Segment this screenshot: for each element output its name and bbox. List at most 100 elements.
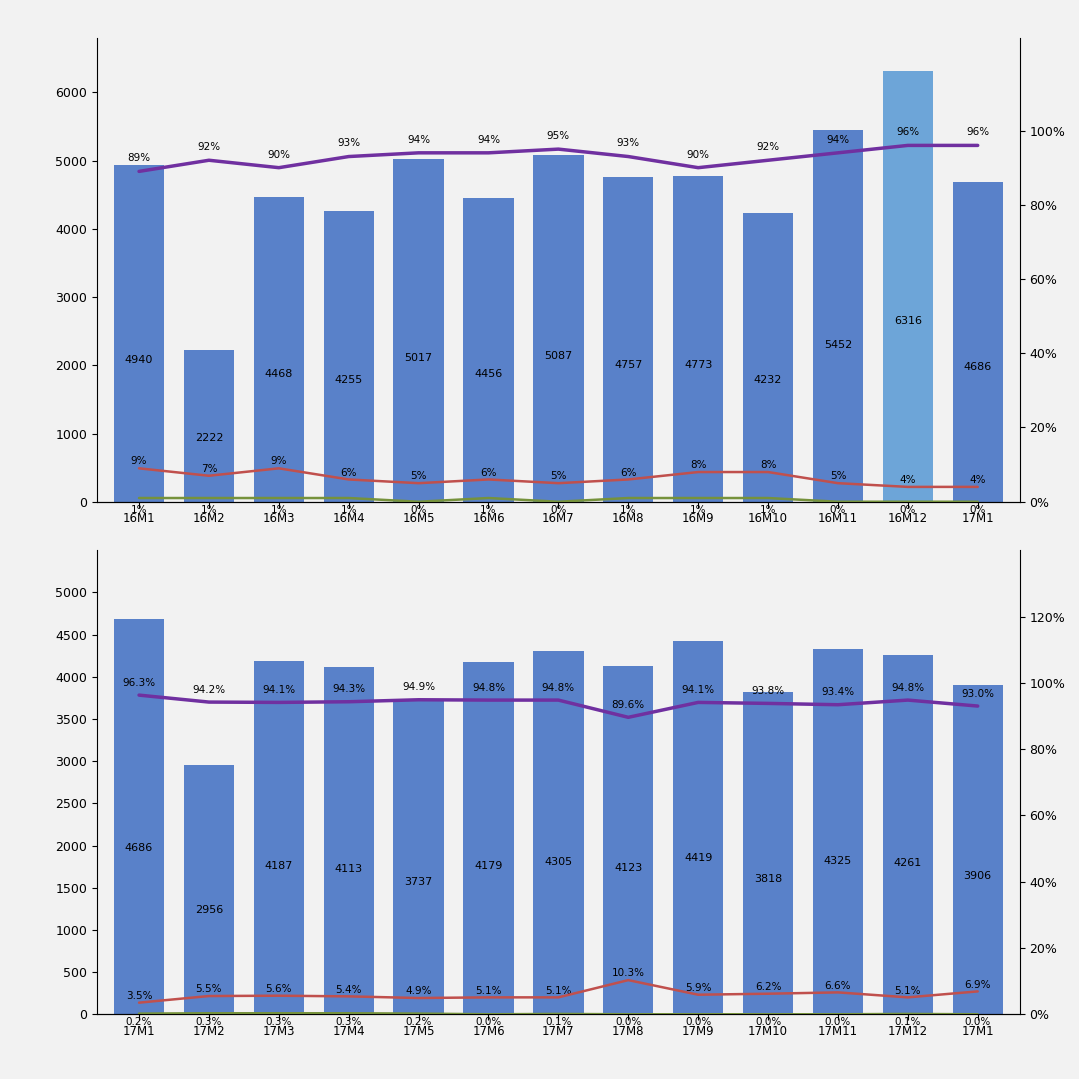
- Text: 94.1%: 94.1%: [262, 685, 296, 695]
- Text: 0.3%: 0.3%: [195, 1016, 222, 1027]
- Text: 5.6%: 5.6%: [265, 984, 292, 994]
- Text: 0.3%: 0.3%: [265, 1016, 292, 1027]
- Text: 92%: 92%: [197, 142, 220, 152]
- Text: 0%: 0%: [410, 505, 427, 515]
- Text: 93%: 93%: [337, 138, 360, 149]
- Text: 0.1%: 0.1%: [545, 1016, 572, 1027]
- Bar: [953, 182, 1002, 502]
- Text: 0.3%: 0.3%: [336, 1016, 361, 1027]
- Bar: [394, 160, 443, 502]
- Text: 1%: 1%: [620, 505, 637, 515]
- Bar: [743, 213, 793, 502]
- Text: 0%: 0%: [830, 505, 846, 515]
- Text: 94%: 94%: [407, 135, 431, 145]
- Text: 94%: 94%: [827, 135, 849, 145]
- Bar: [743, 693, 793, 1014]
- Text: 4468: 4468: [264, 369, 293, 379]
- Text: 5452: 5452: [824, 341, 852, 351]
- Bar: [324, 667, 374, 1014]
- Bar: [533, 154, 584, 502]
- Text: 1%: 1%: [689, 505, 707, 515]
- Text: 4%: 4%: [969, 475, 986, 486]
- Text: 6%: 6%: [341, 467, 357, 478]
- Text: 96.3%: 96.3%: [123, 678, 155, 687]
- Bar: [812, 650, 863, 1014]
- Text: 6%: 6%: [620, 467, 637, 478]
- Text: 4123: 4123: [614, 863, 642, 873]
- Bar: [673, 176, 723, 502]
- Text: 90%: 90%: [686, 150, 710, 160]
- Text: 94.9%: 94.9%: [402, 682, 435, 693]
- Text: 4773: 4773: [684, 360, 712, 370]
- Bar: [254, 661, 304, 1014]
- Text: 0.0%: 0.0%: [615, 1016, 641, 1027]
- Bar: [254, 196, 304, 502]
- Bar: [673, 642, 723, 1014]
- Text: 89%: 89%: [127, 153, 151, 163]
- Text: 4179: 4179: [475, 861, 503, 871]
- Text: 5.1%: 5.1%: [894, 986, 921, 996]
- Text: 0.2%: 0.2%: [406, 1016, 432, 1027]
- Text: 94.3%: 94.3%: [332, 684, 366, 695]
- Bar: [394, 699, 443, 1014]
- Text: 7%: 7%: [201, 464, 217, 474]
- Text: 0.2%: 0.2%: [126, 1016, 152, 1027]
- Bar: [533, 651, 584, 1014]
- Text: 94.8%: 94.8%: [542, 683, 575, 693]
- Text: 93.8%: 93.8%: [751, 686, 784, 696]
- Bar: [463, 197, 514, 502]
- Text: 4940: 4940: [125, 355, 153, 365]
- Text: 4%: 4%: [900, 475, 916, 486]
- Text: 6.2%: 6.2%: [755, 982, 781, 992]
- Text: 6.9%: 6.9%: [965, 980, 991, 989]
- Text: 96%: 96%: [966, 127, 989, 137]
- Text: 4232: 4232: [754, 375, 782, 385]
- Text: 93%: 93%: [617, 138, 640, 149]
- Text: 1%: 1%: [131, 505, 148, 515]
- Text: 5017: 5017: [405, 353, 433, 363]
- Text: 96%: 96%: [897, 127, 919, 137]
- Text: 5.1%: 5.1%: [545, 986, 572, 996]
- Text: 4419: 4419: [684, 852, 712, 863]
- Text: 4686: 4686: [964, 363, 992, 372]
- Text: 1%: 1%: [271, 505, 287, 515]
- Text: 5087: 5087: [544, 351, 573, 361]
- Bar: [183, 765, 234, 1014]
- Text: 9%: 9%: [131, 456, 148, 466]
- Text: 94.8%: 94.8%: [472, 683, 505, 693]
- Text: 2222: 2222: [194, 433, 223, 443]
- Text: 0%: 0%: [970, 505, 986, 515]
- Bar: [812, 129, 863, 502]
- Text: 94.2%: 94.2%: [192, 685, 226, 695]
- Text: 1%: 1%: [341, 505, 357, 515]
- Text: 6.6%: 6.6%: [824, 981, 851, 991]
- Text: 5%: 5%: [410, 472, 427, 481]
- Text: 90%: 90%: [268, 150, 290, 160]
- Text: 6316: 6316: [893, 316, 921, 326]
- Text: 5.9%: 5.9%: [685, 983, 711, 993]
- Bar: [953, 685, 1002, 1014]
- Text: 0.0%: 0.0%: [685, 1016, 711, 1027]
- Text: 95%: 95%: [547, 131, 570, 141]
- Text: 0.1%: 0.1%: [894, 1016, 921, 1027]
- Text: 8%: 8%: [760, 460, 776, 470]
- Bar: [114, 165, 164, 502]
- Text: 4187: 4187: [264, 861, 293, 871]
- Text: 4686: 4686: [125, 843, 153, 853]
- Text: 0%: 0%: [900, 505, 916, 515]
- Text: 3737: 3737: [405, 877, 433, 887]
- Text: 5.5%: 5.5%: [195, 984, 222, 995]
- Bar: [463, 661, 514, 1014]
- Text: 4255: 4255: [334, 374, 363, 385]
- Bar: [883, 71, 933, 502]
- Text: 3818: 3818: [754, 874, 782, 884]
- Text: 8%: 8%: [689, 460, 707, 470]
- Bar: [324, 211, 374, 502]
- Text: 1%: 1%: [480, 505, 496, 515]
- Text: 93.0%: 93.0%: [961, 688, 994, 699]
- Text: 5.1%: 5.1%: [475, 986, 502, 996]
- Text: 93.4%: 93.4%: [821, 687, 855, 697]
- Text: 0.0%: 0.0%: [476, 1016, 502, 1027]
- Bar: [603, 177, 654, 502]
- Bar: [883, 655, 933, 1014]
